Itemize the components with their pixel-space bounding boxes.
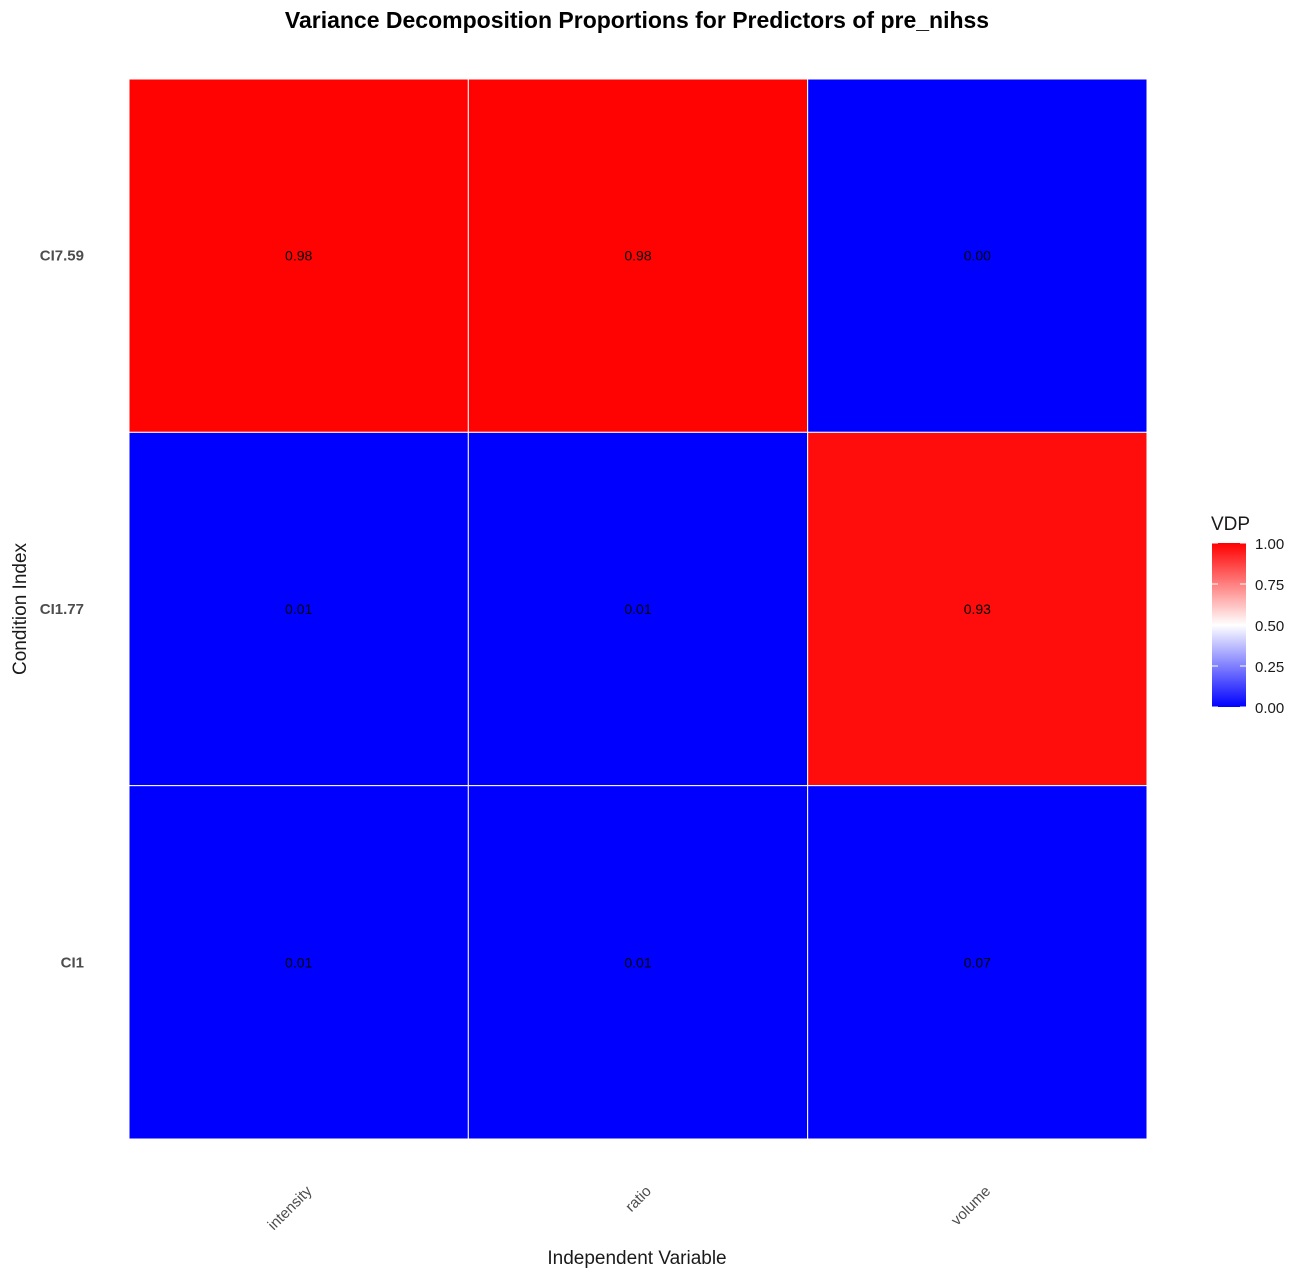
legend-title: VDP bbox=[1211, 514, 1250, 535]
x-tick-label: ratio bbox=[622, 1183, 655, 1216]
legend-tick-label: 0.50 bbox=[1255, 618, 1284, 635]
legend-tick-label: 0.25 bbox=[1255, 659, 1284, 676]
heatmap-cell-CI1-intensity bbox=[128, 785, 469, 1140]
legend-ticks: 1.00 0.75 0.50 0.25 0.00 bbox=[1212, 536, 1284, 717]
y-tick-label: CI1.77 bbox=[40, 601, 84, 618]
y-axis-ticks: CI7.59 CI1.77 CI1 bbox=[40, 248, 84, 972]
cell-label-CI1-ratio: 0.01 bbox=[624, 954, 651, 970]
y-axis-title: Condition Index bbox=[10, 542, 31, 675]
y-tick-label: CI7.59 bbox=[40, 248, 84, 265]
y-tick-label: CI1 bbox=[61, 954, 84, 971]
cell-label-CI7.59-volume: 0.00 bbox=[964, 248, 991, 264]
legend-tick-label: 0.00 bbox=[1255, 700, 1284, 717]
cell-label-CI7.59-intensity: 0.98 bbox=[285, 248, 312, 264]
heatmap-cell-CI1.77-ratio bbox=[467, 431, 809, 787]
x-tick-label: intensity bbox=[265, 1182, 316, 1233]
heatmap-cell-CI7.59-volume bbox=[807, 78, 1148, 433]
heatmap-cell-CI7.59-intensity bbox=[128, 78, 469, 433]
heatmap-cell-CI7.59-ratio bbox=[467, 78, 809, 433]
heatmap-cell-labels: 0.98 0.98 0.00 0.01 0.01 0.93 0.01 0.01 0.07 bbox=[285, 248, 991, 971]
x-axis-title: Independent Variable bbox=[547, 1248, 726, 1269]
cell-label-CI1-intensity: 0.01 bbox=[285, 954, 312, 970]
cell-label-CI1.77-intensity: 0.01 bbox=[285, 601, 312, 617]
heatmap-cell-CI1-ratio bbox=[467, 785, 809, 1140]
x-tick-label: volume bbox=[948, 1183, 994, 1229]
heatmap-cell-CI1.77-intensity bbox=[128, 431, 469, 787]
cell-label-CI1-volume: 0.07 bbox=[964, 954, 991, 970]
cell-label-CI1.77-volume: 0.93 bbox=[964, 601, 991, 617]
heatmap-cell-CI1-volume bbox=[807, 785, 1148, 1140]
legend-tick-label: 1.00 bbox=[1255, 536, 1284, 553]
legend-tick-label: 0.75 bbox=[1255, 577, 1284, 594]
heatmap-cells bbox=[128, 78, 1148, 1140]
color-legend: VDP 1.00 0.75 0.50 0.25 0.00 bbox=[1211, 514, 1284, 717]
cell-label-CI1.77-ratio: 0.01 bbox=[624, 601, 651, 617]
heatmap-cell-CI1.77-volume bbox=[807, 431, 1148, 787]
chart-title: Variance Decomposition Proportions for P… bbox=[285, 7, 989, 33]
cell-label-CI7.59-ratio: 0.98 bbox=[624, 248, 651, 264]
x-axis-ticks: intensity ratio volume bbox=[265, 1182, 995, 1233]
